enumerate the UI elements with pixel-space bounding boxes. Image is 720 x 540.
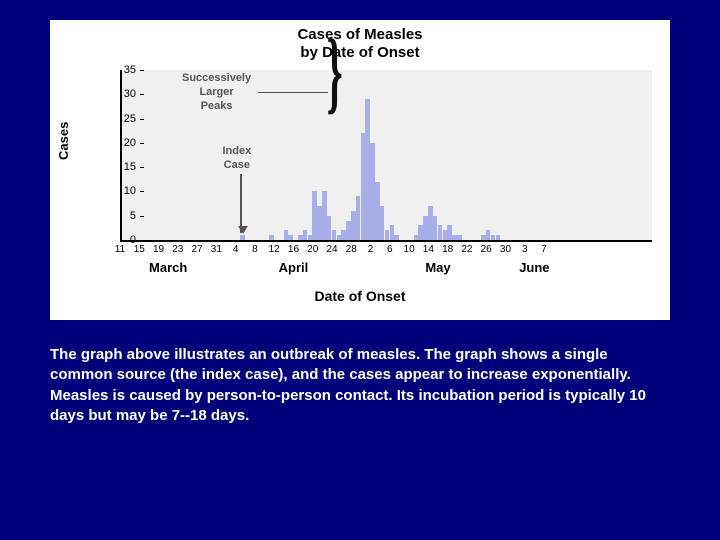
x-tick-label: 4: [233, 244, 239, 255]
x-tick-label: 23: [172, 244, 183, 255]
peaks-label: SuccessivelyLargerPeaks: [182, 72, 251, 113]
x-tick-label: 7: [541, 244, 547, 255]
x-axis-title: Date of Onset: [50, 288, 670, 304]
x-tick-label: 16: [288, 244, 299, 255]
y-tick-label: 5: [96, 210, 136, 222]
bar: [496, 235, 501, 240]
y-tick-label: 20: [96, 137, 136, 149]
y-tick-label: 25: [96, 113, 136, 125]
slide-caption: The graph above illustrates an outbreak …: [50, 345, 665, 426]
bar: [394, 235, 399, 240]
x-tick-label: 8: [252, 244, 258, 255]
peaks-connector-line: [258, 92, 328, 93]
x-tick-label: 18: [442, 244, 453, 255]
x-tick-label: 22: [461, 244, 472, 255]
index-case-arrow: [240, 174, 242, 233]
x-tick-label: 2: [368, 244, 374, 255]
x-tick-label: 26: [481, 244, 492, 255]
x-tick-label: 19: [153, 244, 164, 255]
x-tick-label: 28: [346, 244, 357, 255]
index-case-label: IndexCase: [222, 145, 251, 173]
chart-title: Cases of Measles by Date of Onset: [50, 26, 670, 62]
x-tick-label: 15: [134, 244, 145, 255]
x-tick-label: 10: [404, 244, 415, 255]
brace-icon: }: [327, 19, 343, 125]
y-tick-label: 35: [96, 64, 136, 76]
x-tick-label: 20: [307, 244, 318, 255]
slide: Cases of Measles by Date of Onset Cases …: [0, 0, 720, 540]
chart-title-line-1: Cases of Measles: [297, 26, 422, 43]
x-tick-label: 31: [211, 244, 222, 255]
y-axis-title: Cases: [56, 122, 71, 160]
month-label: March: [149, 260, 187, 275]
y-tick-label: 15: [96, 161, 136, 173]
x-tick-label: 14: [423, 244, 434, 255]
y-tick-label: 10: [96, 185, 136, 197]
y-tick-label: 30: [96, 88, 136, 100]
bar: [269, 235, 274, 240]
x-tick-label: 3: [522, 244, 528, 255]
month-label: June: [519, 260, 549, 275]
bar: [288, 235, 293, 240]
month-label: May: [425, 260, 450, 275]
bar: [240, 235, 245, 240]
chart-title-line-2: by Date of Onset: [300, 44, 419, 61]
chart-panel: Cases of Measles by Date of Onset Cases …: [50, 20, 670, 320]
x-tick-label: 30: [500, 244, 511, 255]
x-tick-label: 12: [269, 244, 280, 255]
month-label: April: [279, 260, 309, 275]
x-tick-label: 11: [115, 244, 125, 255]
x-tick-label: 24: [326, 244, 337, 255]
x-tick-label: 6: [387, 244, 393, 255]
bar: [457, 235, 462, 240]
x-tick-label: 27: [192, 244, 203, 255]
